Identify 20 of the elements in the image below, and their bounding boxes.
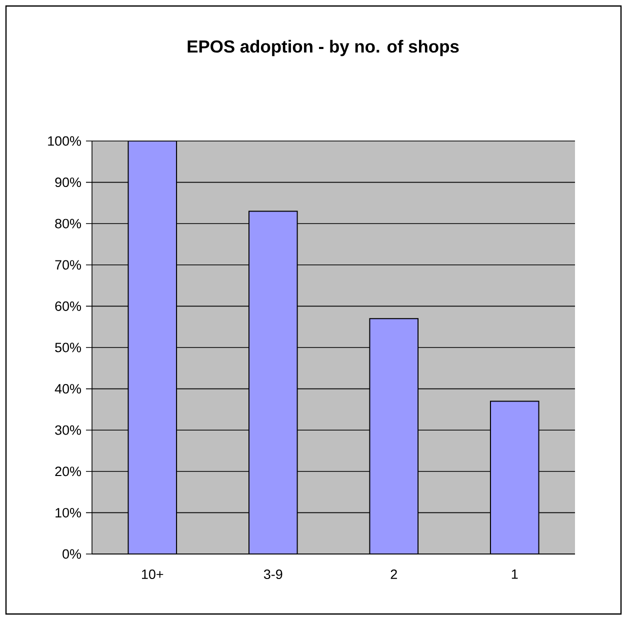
y-tick-label: 60% [55,301,81,311]
y-tick-label: 30% [55,425,81,435]
bar [248,210,298,554]
y-tick-label: 0% [62,549,82,559]
y-tick-label: 90% [55,178,81,188]
y-tick-label: 10% [56,508,81,518]
y-tick-label: 50% [55,342,81,352]
x-tick-label: 2 [390,570,397,579]
bar [369,318,419,554]
bar [490,400,540,554]
chart-title: EPOS adoption - by no. of shops [188,40,459,56]
y-tick-label: 20% [55,466,81,476]
y-tick-label: 100% [48,136,81,146]
y-tick-label: 40% [54,384,81,394]
bar [128,140,178,554]
y-tick-label: 80% [55,218,81,228]
x-tick-label: 1 [512,570,518,579]
x-tick-label: 3-9 [264,570,282,580]
y-tick-label: 70% [55,260,81,270]
x-tick-label: 10+ [142,570,164,580]
